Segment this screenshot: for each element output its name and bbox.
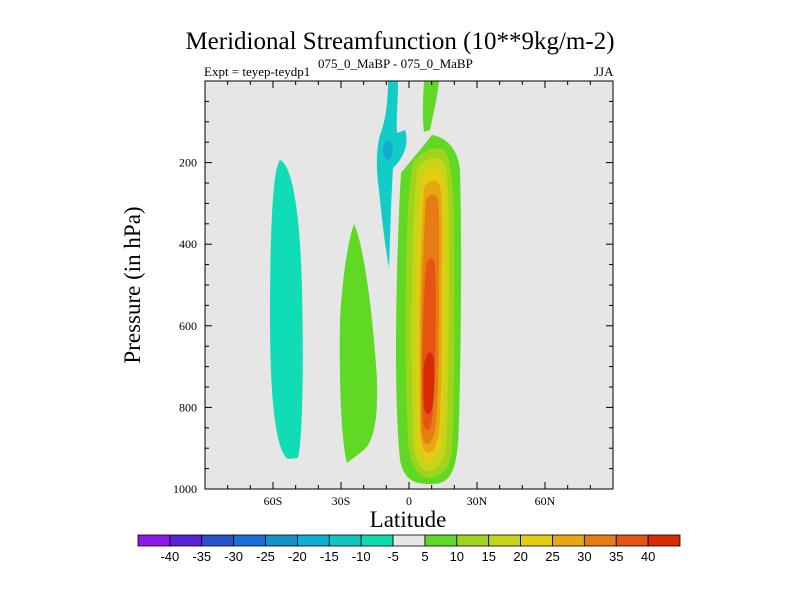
x-axis-label: Latitude <box>370 507 447 532</box>
x-tick-label: 0 <box>406 494 412 508</box>
colorbar-box <box>392 534 426 547</box>
colorbar-box <box>328 534 362 547</box>
colorbar-label: -10 <box>352 549 371 564</box>
colorbar-box <box>360 534 394 547</box>
x-axis: 60S 30S 0 30N 60N <box>204 81 614 508</box>
colorbar-label: 40 <box>641 549 655 564</box>
colorbar-box <box>297 534 330 547</box>
colorbar-box <box>552 534 585 547</box>
colorbar-label: -25 <box>256 549 275 564</box>
x-tick-label: 30N <box>467 494 488 508</box>
subtropical-positive-band <box>339 224 378 463</box>
colorbar-box <box>201 534 235 547</box>
season-label: JJA <box>594 64 614 79</box>
colorbar-box <box>488 534 521 547</box>
period-label: 075_0_MaBP - 075_0_MaBP <box>318 56 473 71</box>
y-axis: 200 400 600 800 1000 <box>173 100 613 496</box>
colorbar-label: 15 <box>481 549 495 564</box>
colorbar-box <box>647 534 681 547</box>
chart-title: Meridional Streamfunction (10**9kg/m-2) <box>185 28 615 55</box>
colorbar-label: 30 <box>577 549 591 564</box>
colorbar-label: 35 <box>609 549 623 564</box>
colorbar-label: -30 <box>224 549 243 564</box>
colorbar-box <box>265 534 298 547</box>
colorbar-box <box>615 534 649 547</box>
colorbar-label: -35 <box>192 549 211 564</box>
y-tick-label: 400 <box>179 237 197 251</box>
colorbar-label: 20 <box>513 549 527 564</box>
colorbar-box <box>169 534 203 547</box>
colorbar-box <box>456 534 490 547</box>
colorbar-label: 10 <box>450 549 464 564</box>
hadley-cell-40 <box>423 352 435 414</box>
y-tick-label: 600 <box>179 319 197 333</box>
colorbar-box <box>583 534 617 547</box>
colorbar-box <box>137 534 171 547</box>
y-tick-label: 200 <box>179 156 197 170</box>
colorbar-box <box>424 534 458 547</box>
y-tick-label: 800 <box>179 400 197 414</box>
y-axis-label: Pressure (in hPa) <box>120 206 145 363</box>
y-tick-label: 1000 <box>173 482 197 496</box>
upper-negative-column <box>376 81 407 268</box>
colorbar-label: -15 <box>320 549 339 564</box>
x-tick-label: 60N <box>535 494 556 508</box>
colorbar-label: -5 <box>387 549 399 564</box>
colorbar-label: -40 <box>160 549 179 564</box>
x-tick-label: 30S <box>332 494 351 508</box>
x-tick-label: 60S <box>264 494 283 508</box>
colorbar-label: 5 <box>421 549 428 564</box>
colorbar-box <box>233 534 266 547</box>
southern-negative-cell <box>270 160 303 459</box>
upper-negative-core <box>383 140 393 160</box>
colorbar-label: 25 <box>545 549 559 564</box>
upper-positive-column <box>422 81 439 132</box>
experiment-label: Expt = teyep-teydp1 <box>204 64 311 79</box>
colorbar: -40 -35 -30 -25 -20 -15 -10 -5 5 10 15 20 25 30 35 40 <box>137 534 681 564</box>
colorbar-box <box>520 534 553 547</box>
colorbar-label: -20 <box>288 549 307 564</box>
contour-fills <box>270 81 462 485</box>
